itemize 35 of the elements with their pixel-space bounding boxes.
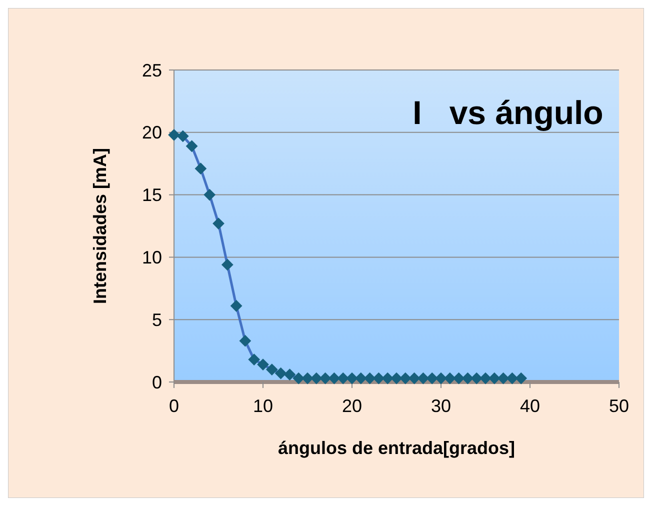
point (266, 364, 278, 376)
point (168, 128, 180, 141)
y-tick-label: 10 (142, 248, 162, 268)
point (176, 130, 189, 142)
point (194, 162, 207, 175)
point (515, 372, 528, 384)
point (480, 372, 492, 384)
y-axis-title: Intensidades [mA] (90, 148, 110, 304)
y-tick-label: 5 (152, 310, 162, 330)
x-tick-label: 30 (430, 396, 452, 416)
y-tick-label: 15 (142, 185, 162, 206)
x-tick-label: 0 (168, 396, 180, 416)
point (346, 372, 358, 384)
x-tick-label: 10 (252, 396, 274, 416)
point (204, 188, 216, 201)
text: I vs ángulo (412, 94, 604, 131)
point (186, 140, 198, 152)
y-tick-label: 0 (152, 372, 162, 392)
point (248, 354, 260, 366)
point (239, 334, 252, 347)
point (390, 372, 402, 384)
point (302, 372, 314, 384)
y-tick-label: 20 (142, 122, 162, 143)
point (274, 367, 287, 380)
point (221, 258, 234, 271)
point (284, 368, 296, 380)
point (435, 372, 447, 384)
point (230, 300, 242, 312)
point (257, 358, 269, 370)
y-tick-label: 25 (142, 60, 162, 80)
x-tick-label: 40 (520, 396, 540, 416)
x-axis-title: ángulos de entrada[grados] (278, 438, 516, 458)
point (212, 218, 224, 230)
x-tick-label: 20 (342, 396, 362, 416)
x-tick-label: 50 (608, 396, 630, 416)
